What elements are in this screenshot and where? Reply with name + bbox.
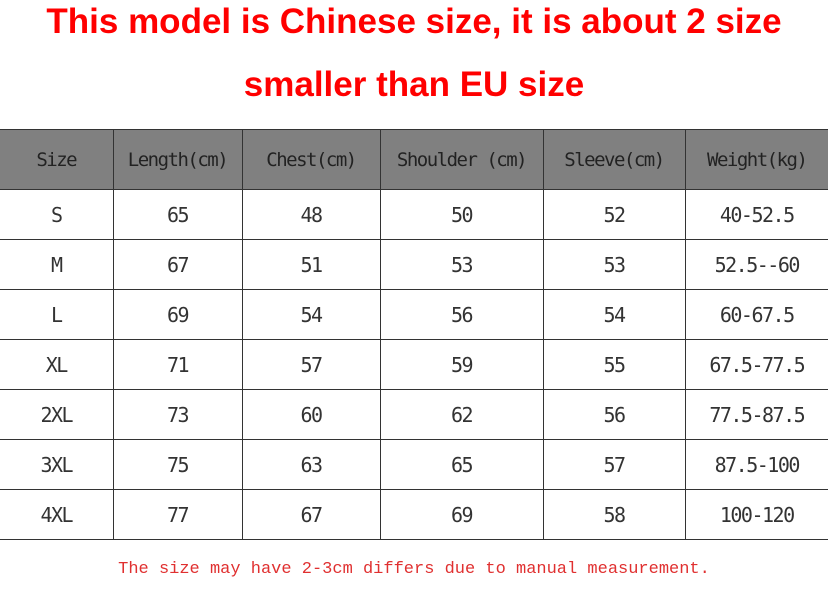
table-cell: 58 xyxy=(542,489,686,540)
table-cell: 3XL xyxy=(0,439,114,490)
column-header: Length(cm) xyxy=(112,129,243,190)
table-cell: 59 xyxy=(379,339,544,390)
title-line-1: This model is Chinese size, it is about … xyxy=(46,2,782,41)
table-cell: 56 xyxy=(379,289,544,340)
table-cell: 53 xyxy=(542,239,686,290)
column-header: Weight(kg) xyxy=(684,129,828,190)
table-cell: 65 xyxy=(112,189,243,240)
table-cell: S xyxy=(0,189,114,240)
table-cell: 57 xyxy=(241,339,381,390)
table-row: 3XL 75 63 65 57 87.5-100 xyxy=(0,439,828,490)
table-cell: 54 xyxy=(542,289,686,340)
table-row: 2XL 73 60 62 56 77.5-87.5 xyxy=(0,389,828,440)
table-cell: 75 xyxy=(112,439,243,490)
table-row: L 69 54 56 54 60-67.5 xyxy=(0,289,828,340)
table-cell: 50 xyxy=(379,189,544,240)
header-row: Size Length(cm) Chest(cm) Shoulder (cm) Slee… xyxy=(0,129,828,190)
table-cell: 77.5-87.5 xyxy=(684,389,828,440)
table-cell: 4XL xyxy=(0,489,114,540)
table-cell: 57 xyxy=(542,439,686,490)
table-row: M 67 51 53 53 52.5--60 xyxy=(0,239,828,290)
table-cell: 40-52.5 xyxy=(684,189,828,240)
measurement-note: The size may have 2-3cm differs due to m… xyxy=(118,560,710,579)
table-cell: 69 xyxy=(112,289,243,340)
table-cell: 54 xyxy=(241,289,381,340)
table-cell: 77 xyxy=(112,489,243,540)
column-header: Shoulder (cm) xyxy=(379,129,544,190)
table-cell: 67 xyxy=(112,239,243,290)
table-cell: 52 xyxy=(542,189,686,240)
column-header: Sleeve(cm) xyxy=(542,129,686,190)
table-cell: 60-67.5 xyxy=(684,289,828,340)
table-cell: 100-120 xyxy=(684,489,828,540)
table-cell: XL xyxy=(0,339,114,390)
column-header: Size xyxy=(0,129,114,190)
table-cell: 67.5-77.5 xyxy=(684,339,828,390)
table-cell: M xyxy=(0,239,114,290)
table-cell: 60 xyxy=(241,389,381,440)
table-cell: 2XL xyxy=(0,389,114,440)
table-cell: 67 xyxy=(241,489,381,540)
table-cell: L xyxy=(0,289,114,340)
table-cell: 56 xyxy=(542,389,686,440)
column-header: Chest(cm) xyxy=(241,129,381,190)
table-cell: 73 xyxy=(112,389,243,440)
table-cell: 55 xyxy=(542,339,686,390)
table-cell: 65 xyxy=(379,439,544,490)
table-row: S 65 48 50 52 40-52.5 xyxy=(0,189,828,240)
table-row: XL 71 57 59 55 67.5-77.5 xyxy=(0,339,828,390)
table-cell: 51 xyxy=(241,239,381,290)
table-cell: 69 xyxy=(379,489,544,540)
table-cell: 62 xyxy=(379,389,544,440)
table-cell: 52.5--60 xyxy=(684,239,828,290)
table-cell: 53 xyxy=(379,239,544,290)
table-cell: 87.5-100 xyxy=(684,439,828,490)
table-cell: 63 xyxy=(241,439,381,490)
table-cell: 48 xyxy=(241,189,381,240)
title-line-2: smaller than EU size xyxy=(243,65,585,104)
table-row: 4XL 77 67 69 58 100-120 xyxy=(0,489,828,540)
size-chart-table: Size Length(cm) Chest(cm) Shoulder (cm) Slee… xyxy=(0,129,828,540)
table-cell: 71 xyxy=(112,339,243,390)
